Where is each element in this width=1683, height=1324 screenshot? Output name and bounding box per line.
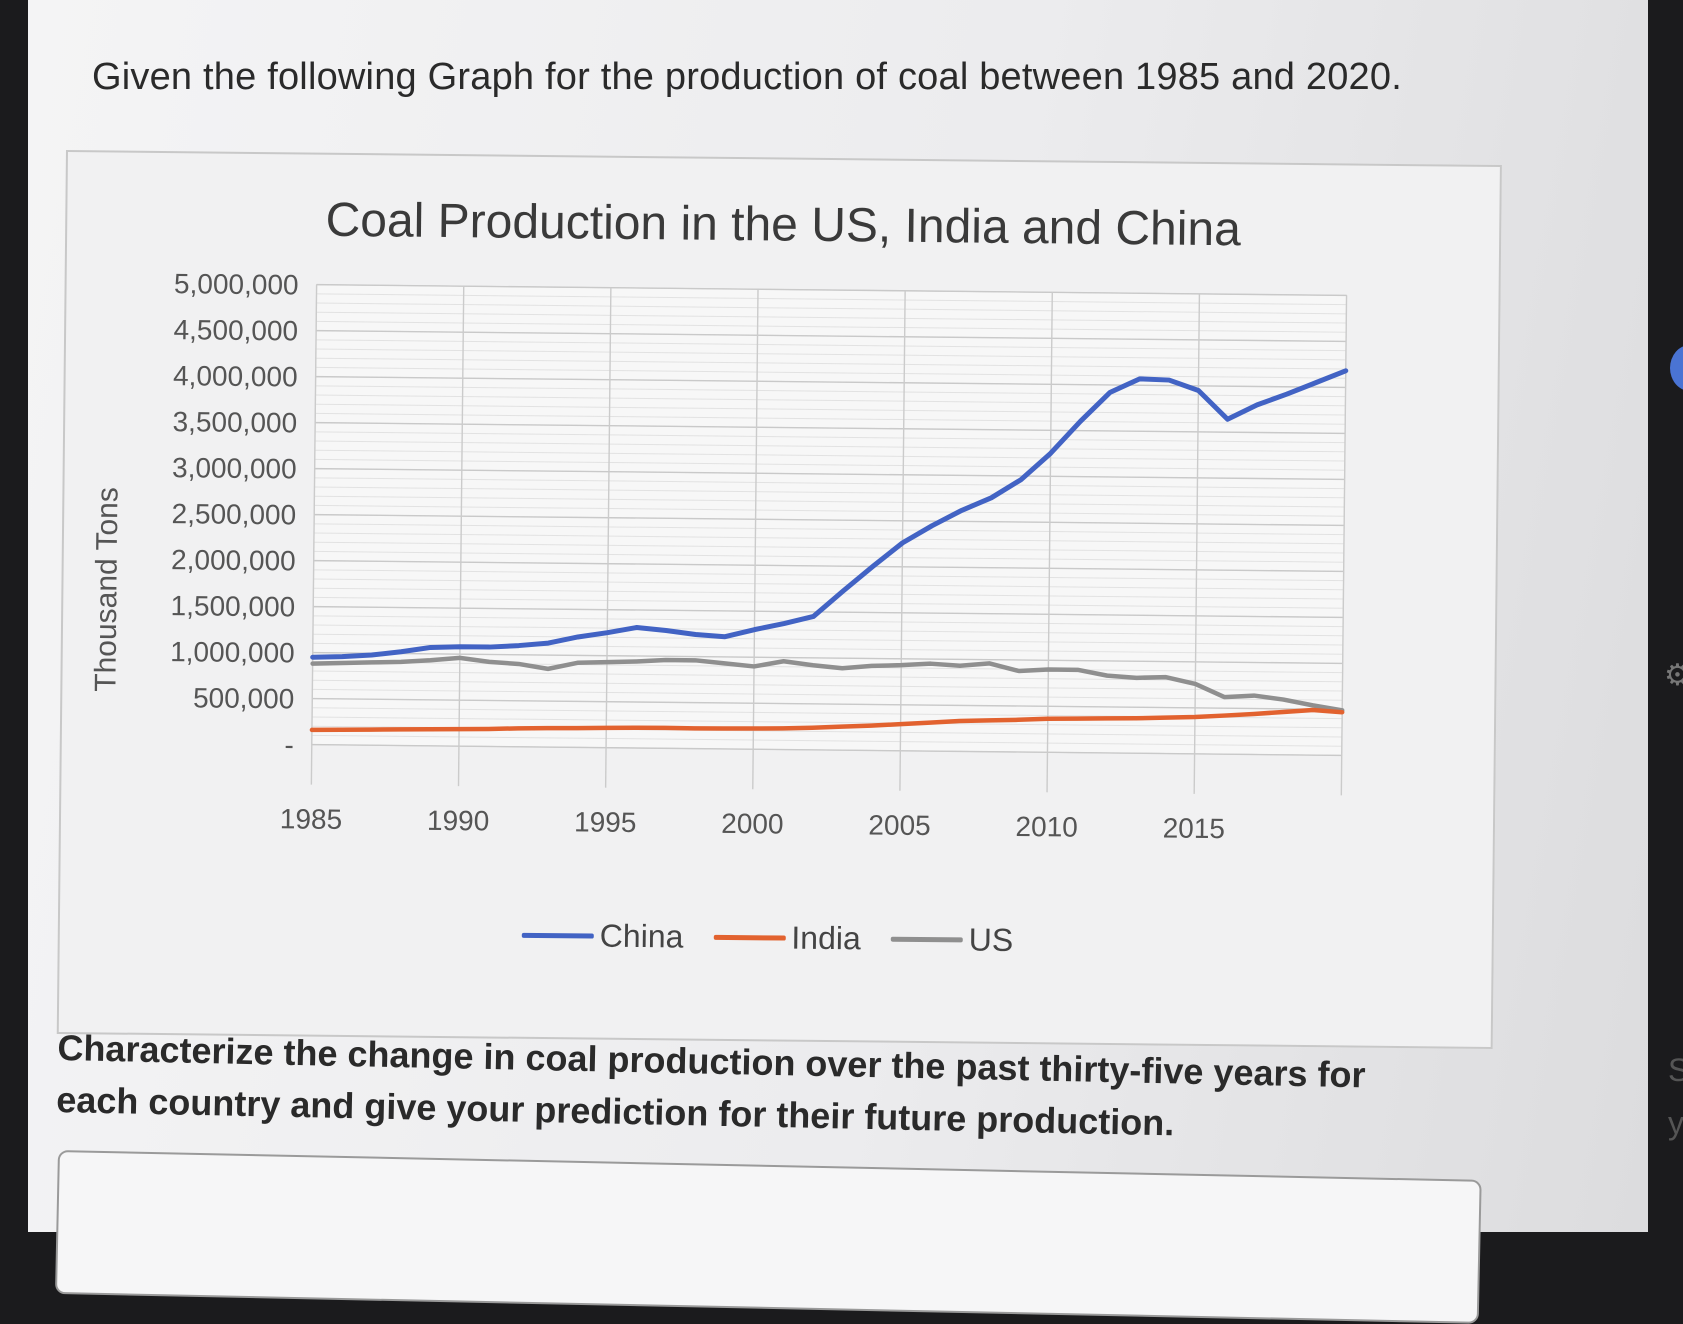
y-tick-label: 1,000,000	[170, 636, 295, 668]
minor-gridline	[314, 458, 1345, 471]
vertical-gridline	[457, 286, 465, 787]
major-gridline	[311, 743, 1342, 757]
x-tick-label: 1985	[280, 803, 343, 835]
question-text: Given the following Graph for the produc…	[92, 56, 1402, 98]
side-text-s: S	[1668, 1052, 1683, 1088]
vertical-gridline	[604, 287, 612, 788]
major-gridline	[313, 559, 1344, 573]
minor-gridline	[315, 412, 1346, 425]
x-tick-label: 2010	[1015, 811, 1078, 843]
vertical-gridline	[752, 289, 759, 790]
minor-gridline	[315, 366, 1346, 379]
minor-gridline	[313, 569, 1344, 582]
y-tick-label: 2,000,000	[171, 544, 296, 576]
minor-gridline	[312, 688, 1343, 701]
major-gridline	[315, 421, 1346, 435]
minor-gridline	[314, 449, 1345, 462]
minor-gridline	[313, 578, 1344, 591]
major-gridline	[314, 513, 1345, 527]
minor-gridline	[315, 431, 1346, 444]
minor-gridline	[313, 587, 1344, 600]
side-text-y: y	[1668, 1105, 1683, 1141]
minor-gridline	[315, 394, 1346, 407]
x-tick-label: 2015	[1163, 813, 1226, 845]
minor-gridline	[316, 293, 1347, 306]
major-gridline	[312, 651, 1343, 665]
y-tick-label: 1,500,000	[170, 590, 295, 622]
major-gridline	[313, 605, 1344, 619]
minor-gridline	[314, 440, 1345, 453]
x-tick-label: 1995	[574, 806, 637, 838]
major-gridline	[316, 283, 1347, 297]
legend-swatch	[890, 936, 963, 943]
minor-gridline	[313, 615, 1344, 628]
minor-gridline	[312, 716, 1343, 729]
minor-gridline	[315, 403, 1346, 416]
y-tick-label: 2,500,000	[171, 498, 296, 530]
legend-item-us: US	[890, 921, 1014, 959]
y-tick-label: 3,500,000	[172, 406, 297, 438]
minor-gridline	[316, 339, 1346, 352]
x-tick-label: 2005	[868, 809, 931, 841]
minor-gridline	[314, 504, 1345, 517]
legend-label: China	[599, 917, 684, 955]
minor-gridline	[313, 541, 1344, 554]
side-indicator-dot[interactable]	[1670, 345, 1683, 391]
chart-legend: China India US	[521, 917, 1014, 959]
series-line-us	[310, 655, 1345, 713]
legend-item-china: China	[521, 917, 684, 956]
y-tick-label: 4,000,000	[173, 360, 298, 392]
minor-gridline	[314, 523, 1345, 536]
vertical-gridline	[1193, 293, 1201, 794]
minor-gridline	[314, 495, 1345, 508]
minor-gridline	[316, 320, 1347, 333]
x-tick-label: 2000	[721, 808, 784, 840]
minor-gridline	[311, 734, 1342, 747]
y-tick-label: 4,500,000	[173, 314, 298, 346]
y-tick-label: -	[284, 729, 294, 760]
legend-item-india: India	[713, 919, 861, 958]
y-tick-label: 3,000,000	[172, 452, 297, 484]
minor-gridline	[313, 624, 1343, 637]
chart-container: Coal Production in the US, India and Chi…	[56, 150, 1502, 1049]
vertical-gridline	[1046, 292, 1053, 793]
legend-label: India	[791, 919, 861, 957]
major-gridline	[314, 467, 1345, 481]
series-line-india	[309, 707, 1345, 733]
major-gridline	[315, 375, 1346, 389]
minor-gridline	[312, 633, 1343, 646]
series-line-china	[310, 368, 1349, 660]
minor-gridline	[312, 679, 1343, 692]
major-gridline	[312, 697, 1343, 711]
legend-label: US	[968, 921, 1014, 958]
legend-swatch	[521, 932, 594, 939]
minor-gridline	[316, 302, 1347, 315]
minor-gridline	[313, 532, 1344, 545]
line-chart: - 500,000 1,000,000 1,500,000 2,000,000 2,500…	[170, 268, 1349, 845]
x-tick-label: 1990	[427, 805, 490, 837]
minor-gridline	[315, 357, 1346, 370]
minor-gridline	[314, 486, 1345, 499]
legend-swatch	[713, 934, 786, 941]
minor-gridline	[313, 550, 1344, 563]
settings-icon[interactable]: ⚙	[1664, 659, 1683, 692]
minor-gridline	[315, 385, 1346, 398]
vertical-gridline	[310, 284, 318, 785]
minor-gridline	[315, 348, 1346, 361]
answer-textarea[interactable]	[54, 1150, 1482, 1324]
major-gridline	[316, 329, 1347, 343]
minor-gridline	[316, 311, 1347, 324]
y-tick-label: 500,000	[193, 682, 295, 714]
minor-gridline	[314, 477, 1345, 490]
y-tick-label: 5,000,000	[174, 268, 299, 300]
